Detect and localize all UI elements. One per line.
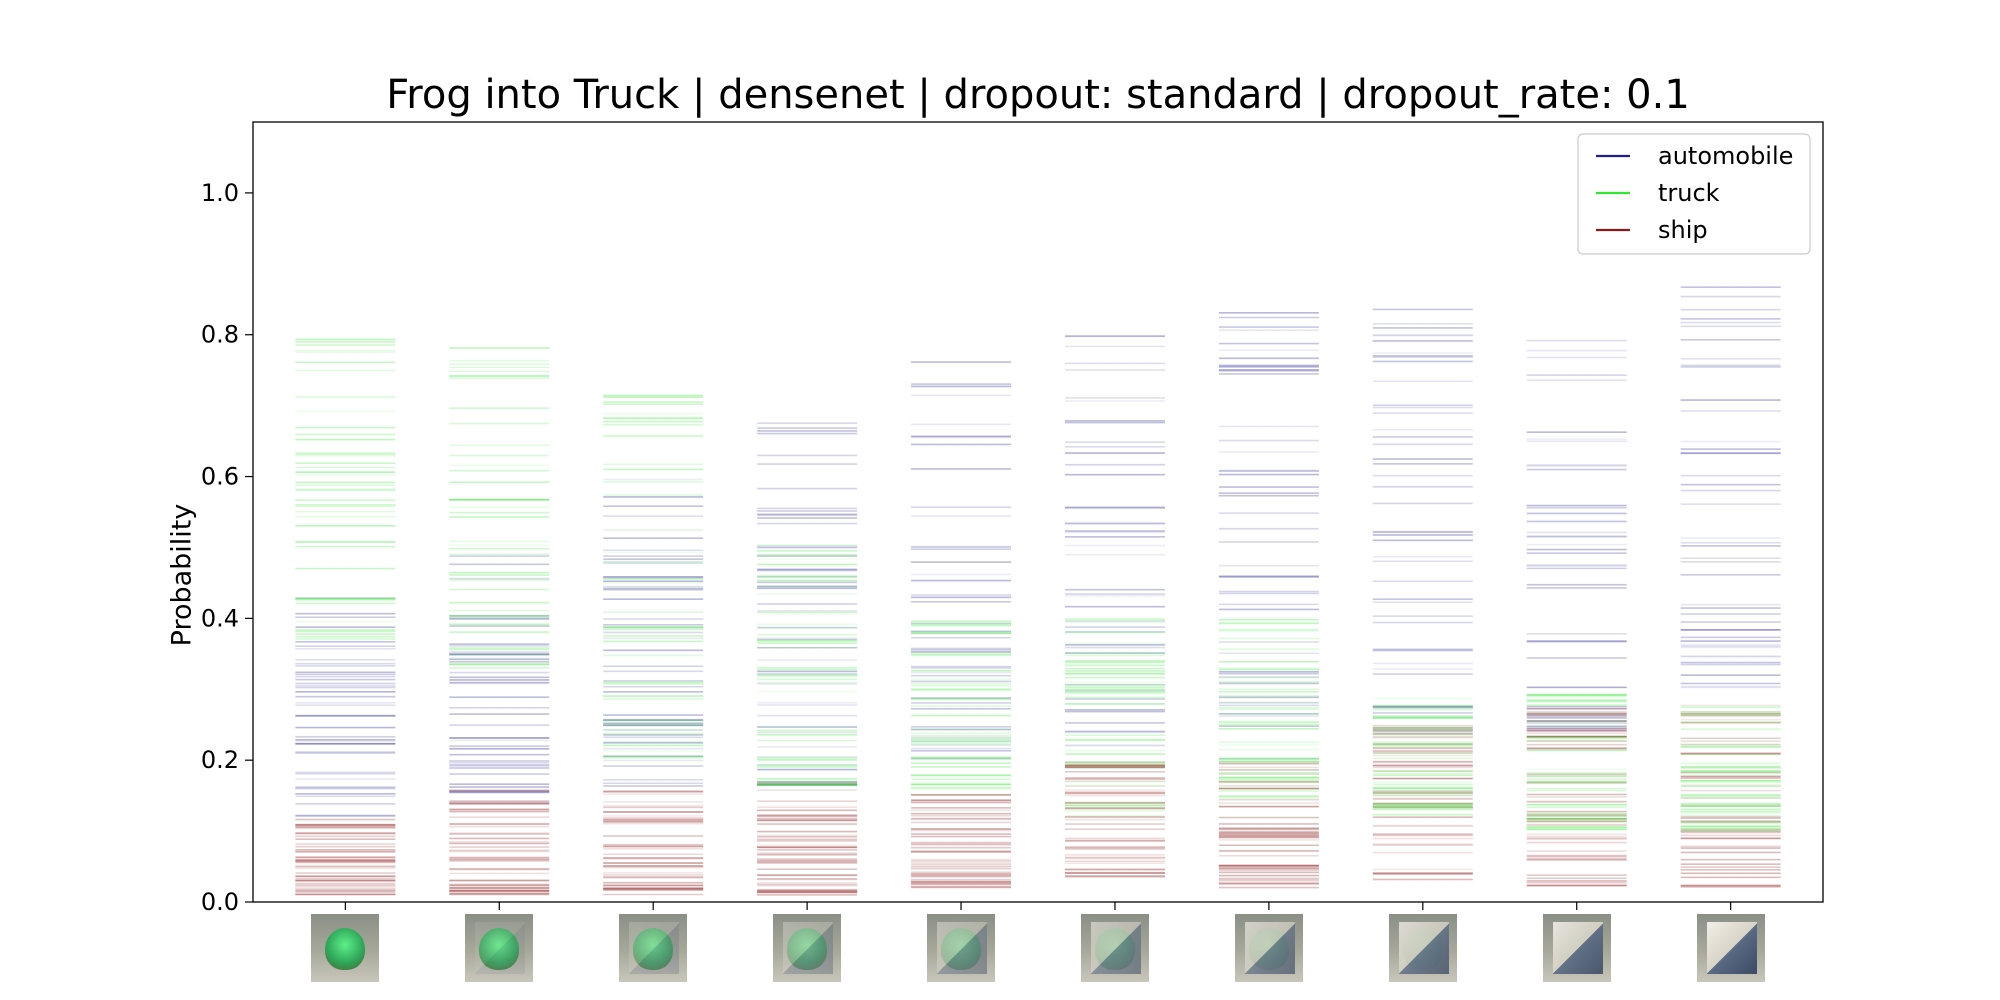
y-tick-label: 1.0 — [201, 179, 239, 207]
y-tick-label: 0.6 — [201, 463, 239, 491]
morph-thumbnail — [773, 914, 842, 982]
truck-shape — [1398, 922, 1449, 974]
truck-shape — [1090, 922, 1141, 974]
y-axis: 0.0 0.2 0.4 0.6 0.8 1.0 — [201, 179, 253, 916]
morph-thumbnail — [465, 914, 534, 982]
frog-shape — [941, 928, 982, 970]
legend-label-truck: truck — [1658, 179, 1720, 207]
y-tick-label: 0.8 — [201, 321, 239, 349]
plot-frame — [252, 121, 1824, 903]
morph-thumbnail — [927, 914, 996, 982]
morph-thumbnail — [1388, 914, 1457, 982]
morph-thumbnail — [1080, 914, 1149, 982]
morph-thumbnail — [1542, 914, 1611, 982]
truck-shape — [629, 922, 680, 974]
chart-title: Frog into Truck | densenet | dropout: st… — [386, 72, 1690, 118]
legend-label-ship: ship — [1658, 216, 1708, 244]
series-automobile — [295, 286, 1781, 817]
y-tick-label: 0.4 — [201, 604, 239, 632]
morph-thumbnail — [1696, 914, 1765, 982]
frog-shape — [633, 928, 674, 970]
frog-shape — [325, 928, 366, 970]
frog-shape — [479, 928, 520, 970]
probability-strokes — [295, 286, 1781, 896]
truck-shape — [1244, 922, 1295, 974]
morph-thumbnail — [619, 914, 688, 982]
truck-shape — [1552, 922, 1603, 974]
truck-shape — [1706, 922, 1757, 974]
series-truck — [295, 338, 1781, 832]
truck-shape — [937, 922, 988, 974]
y-tick-label: 0.0 — [201, 888, 239, 916]
series-ship — [295, 704, 1781, 896]
frog-shape — [787, 928, 828, 970]
truck-shape — [475, 922, 526, 974]
legend-box — [1577, 133, 1811, 255]
morph-thumbnail — [1234, 914, 1303, 982]
truck-shape — [783, 922, 834, 974]
y-tick-label: 0.2 — [201, 746, 239, 774]
morph-thumbnail — [311, 914, 380, 982]
x-axis — [344, 902, 1732, 910]
legend: automobile truck ship — [1577, 133, 1811, 255]
legend-label-automobile: automobile — [1658, 142, 1793, 170]
